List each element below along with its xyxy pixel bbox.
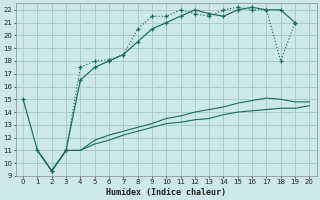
X-axis label: Humidex (Indice chaleur): Humidex (Indice chaleur) [106,188,226,197]
